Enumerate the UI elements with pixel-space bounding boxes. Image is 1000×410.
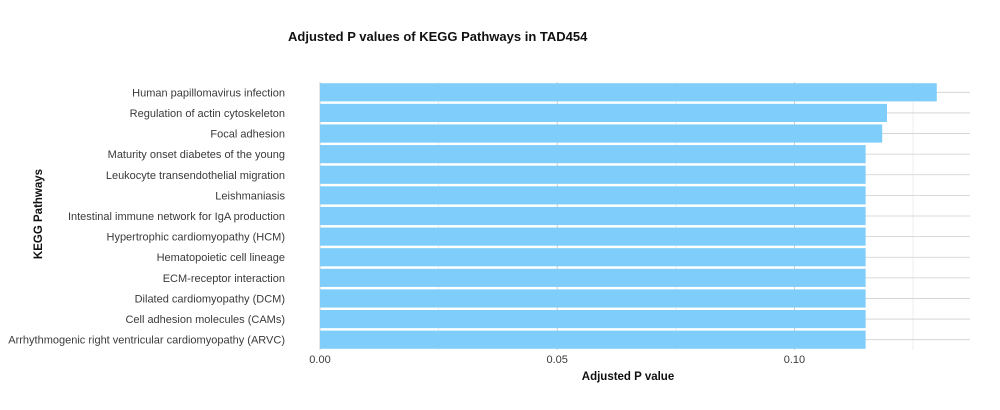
category-label: Leukocyte transendothelial migration bbox=[106, 170, 285, 182]
category-label: Cell adhesion molecules (CAMs) bbox=[125, 314, 285, 326]
category-label: Arrhythmogenic right ventricular cardiom… bbox=[8, 335, 285, 347]
category-label: Hypertrophic cardiomyopathy (HCM) bbox=[107, 232, 286, 244]
category-label: ECM-receptor interaction bbox=[163, 273, 285, 285]
x-tick-labels: 0.00 0.05 0.10 bbox=[309, 354, 805, 366]
bar bbox=[320, 165, 866, 184]
category-label: Dilated cardiomyopathy (DCM) bbox=[135, 293, 285, 305]
x-tick-label: 0.10 bbox=[784, 354, 805, 366]
chart-title: Adjusted P values of KEGG Pathways in TA… bbox=[288, 29, 588, 44]
bar bbox=[320, 330, 866, 349]
bar bbox=[320, 289, 866, 308]
category-label: Maturity onset diabetes of the young bbox=[108, 149, 285, 161]
category-label: Focal adhesion bbox=[210, 129, 285, 141]
bar bbox=[320, 103, 887, 122]
y-axis-title: KEGG Pathways bbox=[33, 169, 45, 259]
bars bbox=[320, 83, 937, 349]
bar bbox=[320, 83, 937, 102]
x-axis-title: Adjusted P value bbox=[582, 371, 674, 383]
bar bbox=[320, 268, 866, 287]
category-label: Leishmaniasis bbox=[215, 190, 285, 202]
bar bbox=[320, 227, 866, 246]
bar bbox=[320, 124, 883, 143]
bar bbox=[320, 206, 866, 226]
category-label: Regulation of actin cytoskeleton bbox=[130, 108, 285, 120]
category-label: Human papillomavirus infection bbox=[132, 87, 285, 99]
category-label: Intestinal immune network for IgA produc… bbox=[68, 211, 285, 223]
category-label: Hematopoietic cell lineage bbox=[157, 252, 285, 264]
x-tick-label: 0.00 bbox=[309, 354, 330, 366]
bar bbox=[320, 248, 866, 267]
bar bbox=[320, 186, 866, 205]
x-tick-label: 0.05 bbox=[547, 354, 568, 366]
bar bbox=[320, 310, 866, 329]
category-labels: Human papillomavirus infection Regulation… bbox=[8, 87, 285, 346]
bar bbox=[320, 145, 866, 164]
